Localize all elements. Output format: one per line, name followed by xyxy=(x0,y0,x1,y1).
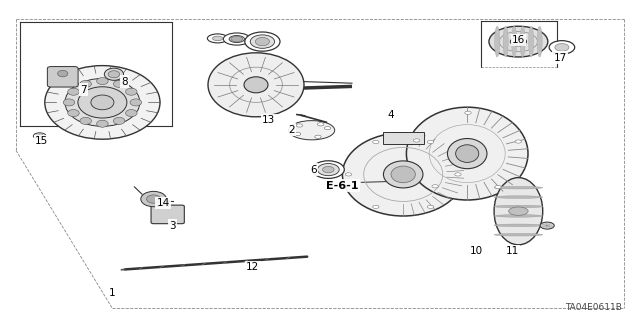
Ellipse shape xyxy=(383,161,423,188)
Ellipse shape xyxy=(244,32,280,51)
Ellipse shape xyxy=(537,26,542,57)
Ellipse shape xyxy=(125,109,137,116)
Ellipse shape xyxy=(97,77,108,84)
Ellipse shape xyxy=(147,195,161,203)
Circle shape xyxy=(296,124,303,127)
Ellipse shape xyxy=(78,87,127,118)
Circle shape xyxy=(413,139,420,142)
FancyBboxPatch shape xyxy=(47,67,78,87)
Ellipse shape xyxy=(63,99,75,106)
Ellipse shape xyxy=(509,207,528,215)
Ellipse shape xyxy=(489,26,548,57)
Ellipse shape xyxy=(212,36,223,41)
Ellipse shape xyxy=(104,68,124,80)
Text: 1: 1 xyxy=(109,288,115,298)
Text: 4: 4 xyxy=(387,110,394,120)
Text: 8: 8 xyxy=(122,76,128,87)
Text: 16: 16 xyxy=(512,35,525,45)
Ellipse shape xyxy=(529,26,534,57)
Circle shape xyxy=(294,132,301,136)
Ellipse shape xyxy=(229,36,244,43)
Circle shape xyxy=(495,185,501,188)
Ellipse shape xyxy=(323,166,334,173)
Ellipse shape xyxy=(447,139,487,169)
Circle shape xyxy=(324,126,331,130)
Ellipse shape xyxy=(255,37,269,46)
Circle shape xyxy=(432,185,438,188)
Ellipse shape xyxy=(503,26,508,57)
Ellipse shape xyxy=(289,121,335,140)
Circle shape xyxy=(540,222,554,229)
Circle shape xyxy=(372,140,379,144)
Ellipse shape xyxy=(207,34,228,43)
Text: TA04E0611B: TA04E0611B xyxy=(565,303,622,312)
Ellipse shape xyxy=(391,166,415,183)
Ellipse shape xyxy=(555,44,569,51)
Ellipse shape xyxy=(494,234,543,236)
Ellipse shape xyxy=(510,37,527,46)
Ellipse shape xyxy=(456,145,479,163)
Text: 14: 14 xyxy=(157,198,170,208)
Ellipse shape xyxy=(317,164,339,176)
Ellipse shape xyxy=(91,95,114,110)
Circle shape xyxy=(317,123,324,126)
Ellipse shape xyxy=(65,78,140,126)
Ellipse shape xyxy=(494,178,543,245)
Ellipse shape xyxy=(515,39,522,44)
Ellipse shape xyxy=(342,133,464,216)
Ellipse shape xyxy=(45,66,160,139)
Circle shape xyxy=(515,140,522,143)
Ellipse shape xyxy=(250,35,275,48)
Circle shape xyxy=(428,140,434,144)
Ellipse shape xyxy=(80,117,92,124)
Text: 13: 13 xyxy=(262,115,275,125)
Ellipse shape xyxy=(494,215,543,217)
Text: 17: 17 xyxy=(554,52,566,63)
Circle shape xyxy=(33,133,46,139)
Ellipse shape xyxy=(494,205,543,208)
Text: E-6-1: E-6-1 xyxy=(326,180,358,191)
Ellipse shape xyxy=(494,196,543,198)
Text: 3: 3 xyxy=(170,220,176,231)
Ellipse shape xyxy=(406,107,528,200)
Ellipse shape xyxy=(223,33,250,45)
Ellipse shape xyxy=(58,70,68,77)
Ellipse shape xyxy=(494,186,543,189)
Ellipse shape xyxy=(113,80,125,87)
Ellipse shape xyxy=(511,26,516,57)
Ellipse shape xyxy=(244,77,268,93)
Text: 7: 7 xyxy=(80,84,86,95)
Text: 11: 11 xyxy=(506,246,518,256)
Ellipse shape xyxy=(80,80,92,87)
Ellipse shape xyxy=(312,161,344,179)
Ellipse shape xyxy=(108,71,120,78)
Ellipse shape xyxy=(208,53,304,117)
Circle shape xyxy=(372,205,379,208)
Ellipse shape xyxy=(495,26,500,57)
Text: 15: 15 xyxy=(35,136,48,146)
Circle shape xyxy=(455,173,461,176)
Ellipse shape xyxy=(113,117,125,124)
Circle shape xyxy=(465,111,471,114)
FancyBboxPatch shape xyxy=(151,205,184,224)
Ellipse shape xyxy=(549,41,575,54)
Text: 12: 12 xyxy=(246,262,259,272)
Ellipse shape xyxy=(97,120,108,127)
Text: 2: 2 xyxy=(288,124,294,135)
Ellipse shape xyxy=(68,109,79,116)
Text: 6: 6 xyxy=(310,164,317,175)
Ellipse shape xyxy=(125,88,137,95)
Ellipse shape xyxy=(141,191,166,207)
Ellipse shape xyxy=(494,224,543,227)
Ellipse shape xyxy=(130,99,141,106)
Circle shape xyxy=(428,205,434,208)
Circle shape xyxy=(346,173,352,176)
FancyBboxPatch shape xyxy=(383,132,424,144)
Circle shape xyxy=(315,135,321,138)
Ellipse shape xyxy=(520,26,525,57)
Ellipse shape xyxy=(68,88,79,95)
Circle shape xyxy=(231,36,243,42)
Text: 10: 10 xyxy=(470,246,483,256)
